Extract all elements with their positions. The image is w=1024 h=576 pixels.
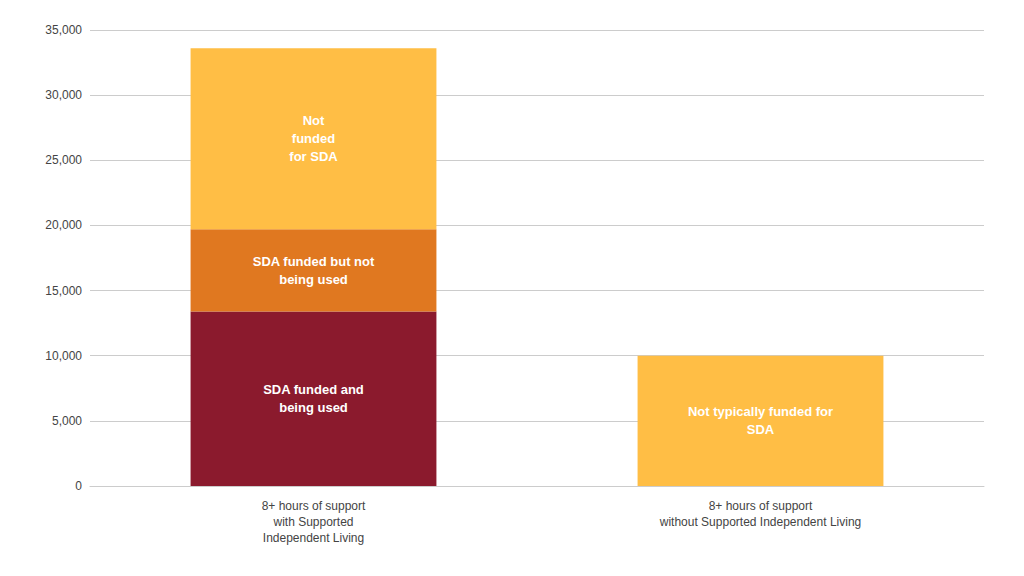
svg-text:20,000: 20,000	[45, 218, 82, 232]
svg-text:8+ hours of support: 8+ hours of support	[262, 499, 366, 513]
svg-text:SDA: SDA	[747, 422, 775, 437]
svg-text:Independent Living: Independent Living	[263, 531, 364, 545]
svg-text:25,000: 25,000	[45, 153, 82, 167]
svg-text:Not: Not	[303, 113, 325, 128]
svg-text:30,000: 30,000	[45, 88, 82, 102]
svg-text:SDA funded and: SDA funded and	[263, 382, 364, 397]
svg-text:10,000: 10,000	[45, 349, 82, 363]
svg-text:with Supported: with Supported	[272, 515, 353, 529]
svg-text:without Supported Independent: without Supported Independent Living	[659, 515, 862, 529]
svg-text:5,000: 5,000	[52, 414, 82, 428]
svg-text:SDA funded but not: SDA funded but not	[253, 254, 375, 269]
svg-text:being used: being used	[279, 400, 348, 415]
svg-text:35,000: 35,000	[45, 23, 82, 37]
svg-text:being used: being used	[279, 272, 348, 287]
svg-text:funded: funded	[292, 131, 335, 146]
svg-text:15,000: 15,000	[45, 284, 82, 298]
svg-text:0: 0	[75, 479, 82, 493]
svg-text:Not typically funded for: Not typically funded for	[688, 404, 833, 419]
svg-text:8+ hours of support: 8+ hours of support	[709, 499, 813, 513]
svg-text:for SDA: for SDA	[289, 149, 338, 164]
